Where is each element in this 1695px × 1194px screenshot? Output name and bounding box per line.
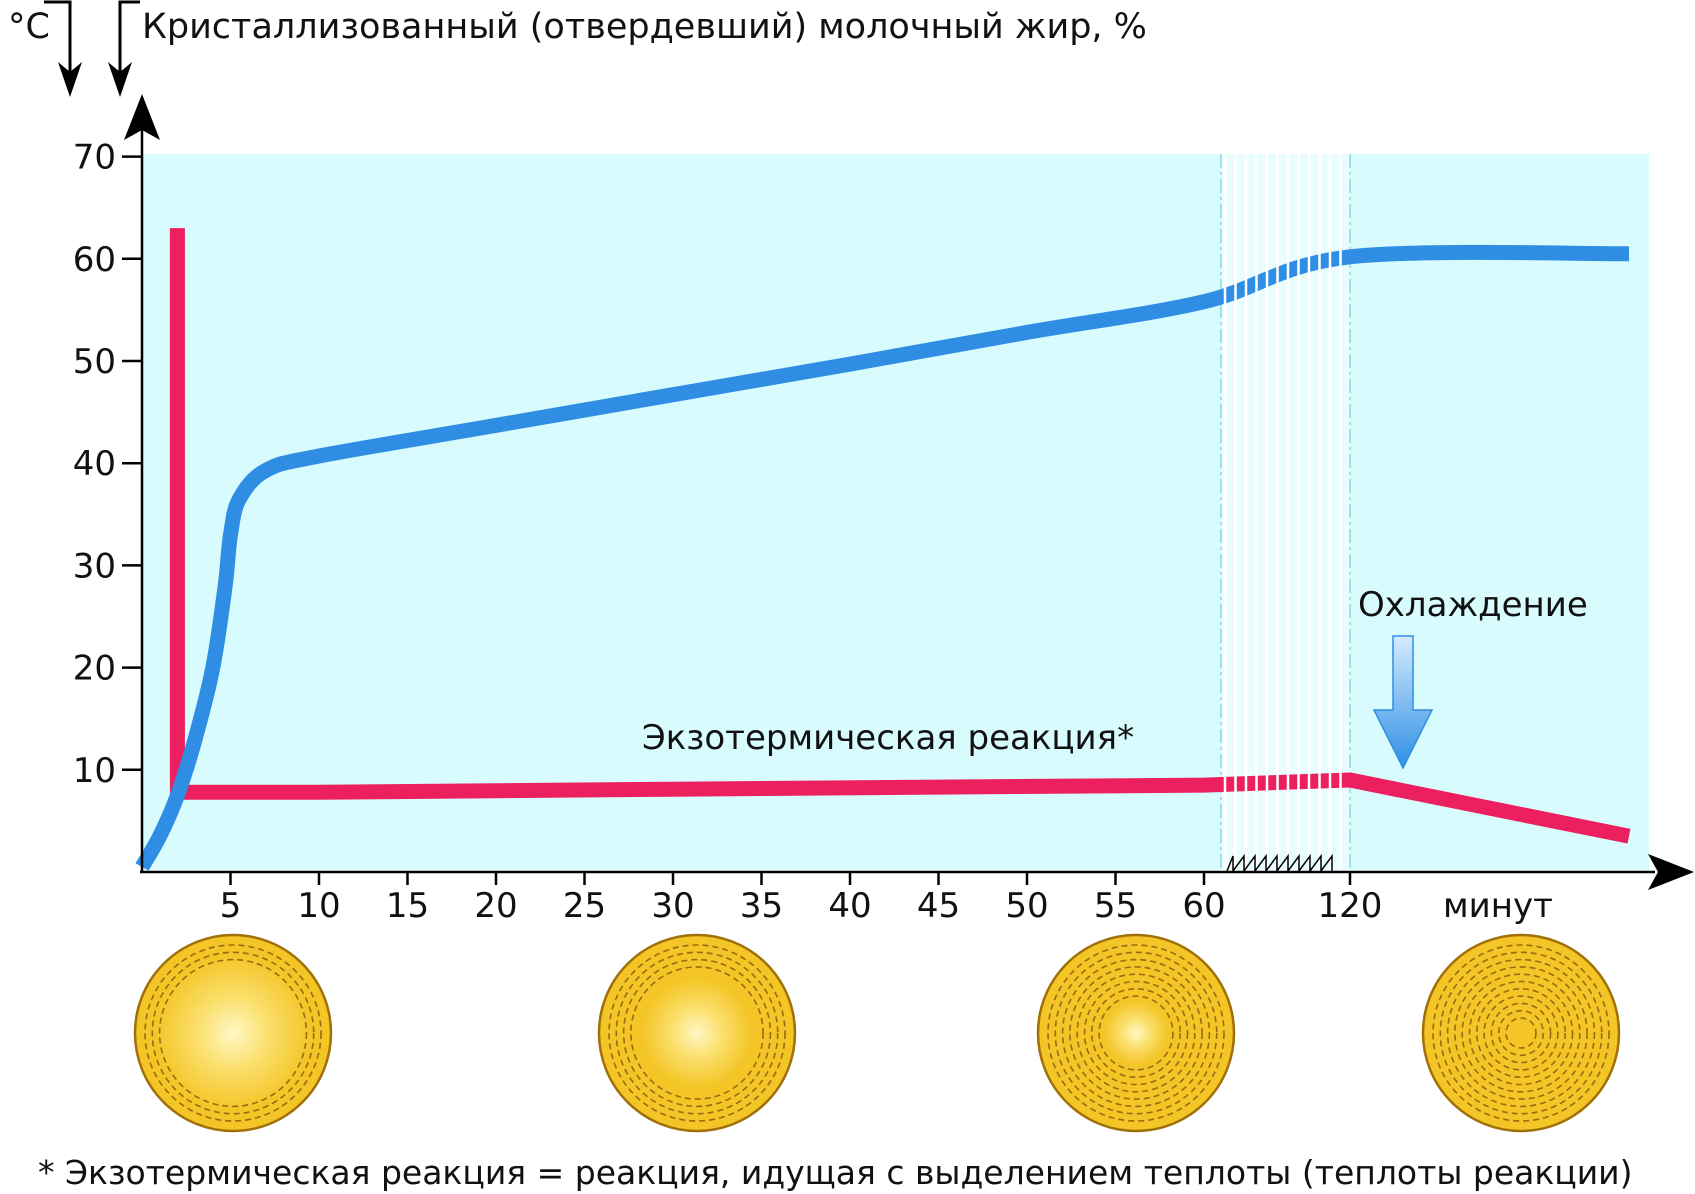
x-tick-label: 45 [917,886,960,926]
x-tick-label: 30 [651,886,694,926]
exothermic-label: Экзотермическая реакция* [642,718,1134,758]
y-tick-label: 20 [73,649,116,689]
fat-globule [1421,933,1621,1133]
unit-markers: °C Кристаллизованный (отвердевший) молоч… [8,0,1147,97]
cooling-arrow [1372,635,1434,770]
axes [140,120,1655,874]
x-axis-arrowhead [1648,854,1694,890]
y-tick-label: 70 [73,138,116,178]
x-tick-label: 60 [1182,886,1225,926]
x-ticks: 5 10 15 20 25 30 35 40 45 50 55 60 120 [220,872,1383,926]
y-tick-label: 10 [73,751,116,791]
plot-area [142,154,1649,870]
x-tick-label: 15 [386,886,429,926]
y-tick-label: 60 [73,240,116,280]
crystallized-fat-line [135,244,1630,871]
fat-globules [133,933,1621,1133]
x-tick-label: 40 [828,886,871,926]
y-tick-label: 40 [73,444,116,484]
y-tick-label: 50 [73,342,116,382]
x-tick-label: 50 [1005,886,1048,926]
y-unit-label: °C [8,7,50,47]
x-tick-label: 25 [563,886,606,926]
cooling-label: Охлаждение [1358,585,1588,625]
fat-globule [1036,933,1236,1133]
series-layer [135,228,1631,871]
fat-globule [133,933,333,1133]
x-unit-label: минут [1443,886,1553,926]
x-tick-label: 120 [1318,886,1383,926]
x-tick-label: 5 [220,886,242,926]
y-axis-title: Кристаллизованный (отвердевший) молочный… [142,7,1147,47]
y-tick-label: 30 [73,546,116,586]
fat-globule [597,933,797,1133]
x-tick-label: 35 [740,886,783,926]
x-tick-label: 20 [474,886,517,926]
x-tick-label: 10 [297,886,340,926]
y-ticks: 10 20 30 40 50 60 70 [73,138,142,791]
footnote: * Экзотермическая реакция = реакция, иду… [38,1153,1633,1192]
x-tick-label: 55 [1094,886,1137,926]
y-axis-arrowhead [124,94,160,140]
